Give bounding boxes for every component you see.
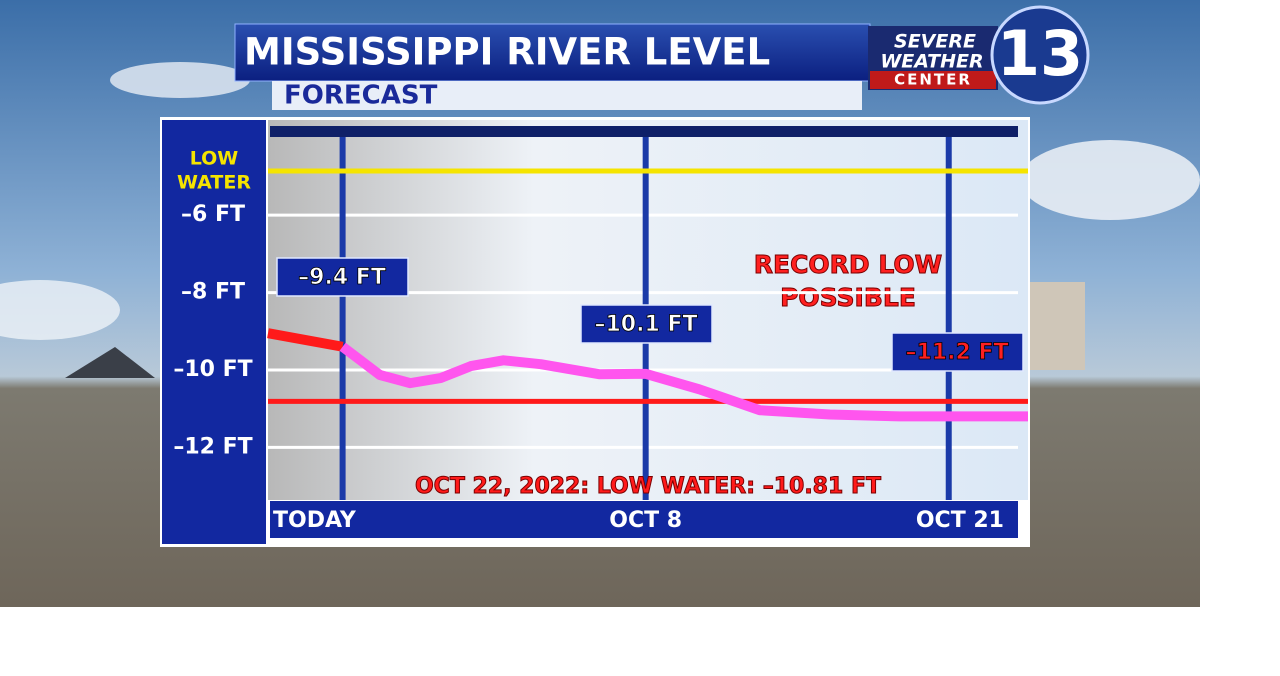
record-label: OCT 22, 2022: LOW WATER: –10.81 FT xyxy=(415,474,881,499)
y-tick-label: –6 FT xyxy=(181,202,245,227)
x-tick-label: TODAY xyxy=(273,508,357,533)
x-axis-band xyxy=(270,501,1018,538)
top-bar xyxy=(270,126,1018,137)
series-line xyxy=(339,342,1028,422)
logo-number: 13 xyxy=(997,17,1083,90)
y-axis-header: LOW xyxy=(190,148,239,170)
callout-label: –10.1 FT xyxy=(595,312,698,337)
x-tick-label: OCT 8 xyxy=(609,508,682,533)
logo-text: WEATHER xyxy=(880,51,983,73)
building xyxy=(1030,282,1085,370)
callout-box xyxy=(891,332,1024,372)
cloud xyxy=(1020,140,1200,220)
subtitle-bar xyxy=(272,81,862,110)
logo-text: SEVERE xyxy=(894,31,976,53)
chart-title: MISSISSIPPI RIVER LEVEL xyxy=(244,31,770,74)
callout-label: –9.4 FT xyxy=(298,265,386,290)
x-tick-label: OCT 21 xyxy=(916,508,1004,533)
annotation: RECORD LOW xyxy=(754,250,943,279)
logo-circle xyxy=(990,5,1090,105)
cloud xyxy=(0,280,120,340)
title-bar xyxy=(234,23,871,82)
callout-label: –11.2 FT xyxy=(906,340,1009,365)
y-tick-label: –12 FT xyxy=(173,434,252,459)
callout-box xyxy=(580,304,713,344)
subtitle: FORECAST xyxy=(284,81,438,111)
logo-band xyxy=(870,71,996,89)
cloud xyxy=(110,62,250,98)
y-tick-label: –8 FT xyxy=(181,280,245,305)
y-axis-header: WATER xyxy=(177,172,251,194)
annotation: POSSIBLE xyxy=(780,283,916,312)
y-tick-label: –10 FT xyxy=(173,357,252,382)
callout-box xyxy=(276,257,409,297)
series-line xyxy=(267,328,344,352)
logo-text: CENTER xyxy=(894,71,972,89)
pyramid xyxy=(65,347,155,378)
y-axis-panel xyxy=(162,120,266,544)
